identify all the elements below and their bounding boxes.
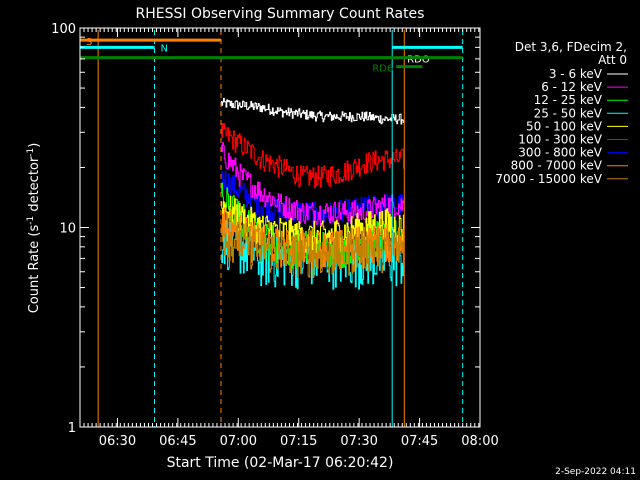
axis-layer: 1 10 100 06:30 06:45 07:00 07:15 07:30 07:45 08:0… [51,22,499,449]
flag-bar-layer: S N RDO RD6 [80,37,463,75]
y-axis-label: Count Rate (s-1 detector-1) [26,143,42,314]
y-tick-label: 100 [51,22,76,37]
x-tick-label: 06:45 [159,434,196,449]
x-tick-label: 06:30 [99,434,136,449]
legend-label-1: 6 - 12 keV [541,80,603,94]
legend-label-6: 300 - 800 keV [518,146,602,160]
flag-label-N: N [161,43,168,54]
chart-title: RHESSI Observing Summary Count Rates [136,6,425,22]
date-stamp: 2-Sep-2022 04:11 [555,467,636,477]
legend-label-0: 3 - 6 keV [549,67,603,81]
y-tick-label: 1 [68,421,76,436]
series-layer [221,97,405,290]
legend-label-2: 12 - 25 keV [534,93,603,107]
series-line-1 [221,142,405,226]
flag-label-S: S [86,37,92,48]
x-tick-label: 07:00 [220,434,257,449]
flag-label-RD6: RD6 [372,64,393,75]
legend-header-line2: Att 0 [598,53,627,67]
legend-label-7: 800 - 7000 keV [511,159,603,173]
legend-header-line1: Det 3,6, FDecim 2, [515,40,627,54]
x-tick-label: 08:00 [461,434,498,449]
flag-label-RDO: RDO [407,54,430,65]
legend-label-3: 25 - 50 keV [534,106,603,120]
series-line-5 [221,123,405,189]
x-axis-label: Start Time (02-Mar-17 06:20:42) [167,455,394,471]
vertical-marker-layer [97,30,464,427]
legend-label-5: 100 - 300 keV [518,133,602,147]
x-tick-label: 07:15 [280,434,317,449]
series-line-0 [221,97,405,125]
legend-label-8: 7000 - 15000 keV [495,172,602,186]
legend-label-4: 50 - 100 keV [526,119,603,133]
y-tick-label: 10 [59,222,76,237]
series-line-8 [221,221,405,278]
x-tick-label: 07:30 [340,434,377,449]
x-tick-label: 07:45 [401,434,438,449]
